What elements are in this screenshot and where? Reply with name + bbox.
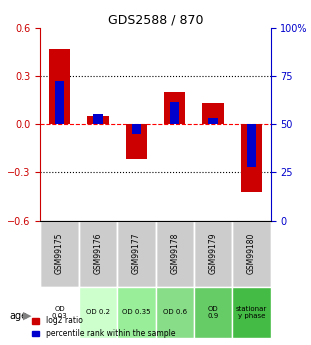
Text: stationar
y phase: stationar y phase xyxy=(236,306,267,319)
Bar xyxy=(87,116,109,124)
FancyBboxPatch shape xyxy=(156,220,194,287)
Bar xyxy=(241,124,262,191)
FancyBboxPatch shape xyxy=(79,220,117,287)
Text: GSM99176: GSM99176 xyxy=(94,233,102,274)
Text: GSM99178: GSM99178 xyxy=(170,233,179,274)
Text: GSM99177: GSM99177 xyxy=(132,233,141,274)
Bar xyxy=(126,124,147,159)
Text: ▶: ▶ xyxy=(23,311,32,321)
Bar xyxy=(55,81,64,124)
FancyBboxPatch shape xyxy=(194,220,232,287)
Text: OD 0.6: OD 0.6 xyxy=(163,309,187,315)
FancyBboxPatch shape xyxy=(194,287,232,338)
Bar xyxy=(49,49,70,124)
Bar xyxy=(208,118,218,124)
FancyBboxPatch shape xyxy=(117,220,156,287)
Text: GSM99175: GSM99175 xyxy=(55,233,64,274)
Text: OD
0.9: OD 0.9 xyxy=(207,306,219,319)
Bar xyxy=(132,124,141,134)
Text: OD
0.03: OD 0.03 xyxy=(52,306,67,319)
Bar xyxy=(170,101,179,124)
FancyBboxPatch shape xyxy=(40,287,79,338)
FancyBboxPatch shape xyxy=(40,220,79,287)
FancyBboxPatch shape xyxy=(117,287,156,338)
Text: GSM99180: GSM99180 xyxy=(247,233,256,274)
Bar xyxy=(93,115,103,124)
Legend: log2 ratio, percentile rank within the sample: log2 ratio, percentile rank within the s… xyxy=(29,313,178,341)
FancyBboxPatch shape xyxy=(232,220,271,287)
Bar xyxy=(202,103,224,124)
FancyBboxPatch shape xyxy=(79,287,117,338)
Text: GSM99179: GSM99179 xyxy=(209,233,217,274)
Bar xyxy=(247,124,256,167)
FancyBboxPatch shape xyxy=(156,287,194,338)
Bar xyxy=(164,92,185,124)
Title: GDS2588 / 870: GDS2588 / 870 xyxy=(108,13,203,27)
Text: OD 0.2: OD 0.2 xyxy=(86,309,110,315)
Text: OD 0.35: OD 0.35 xyxy=(122,309,151,315)
Text: age: age xyxy=(9,311,27,321)
FancyBboxPatch shape xyxy=(232,287,271,338)
